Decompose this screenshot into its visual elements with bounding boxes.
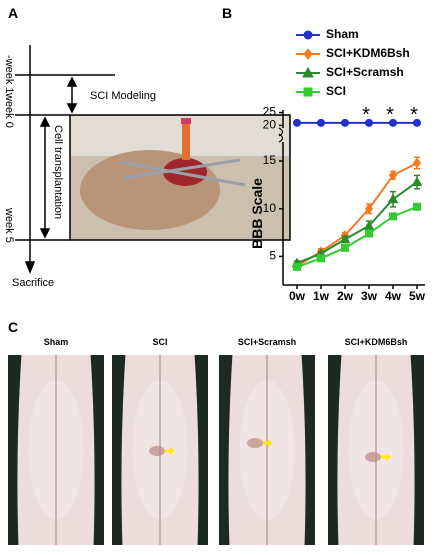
marker [388, 170, 398, 181]
series-line [296, 205, 418, 268]
axis-break [278, 133, 284, 143]
marker [317, 254, 325, 263]
indicator-arrow [165, 447, 175, 455]
timeline [15, 45, 115, 275]
week-label: week 5 [3, 207, 15, 243]
x-tick-label: 0w [289, 289, 306, 303]
marker [387, 193, 399, 204]
legend-label: SCI+KDM6Bsh [326, 46, 410, 60]
x-tick-label: 1w [313, 289, 330, 303]
marker [365, 118, 373, 127]
marker [413, 118, 421, 127]
marker [341, 243, 349, 252]
x-tick-label: 4w [385, 289, 402, 303]
week-label: week 0 [3, 92, 15, 128]
indicator-arrow [381, 453, 391, 461]
y-tick-label: 10 [263, 201, 277, 215]
lesion [247, 438, 263, 448]
x-tick-label: 5w [409, 289, 426, 303]
significance-mark: * [362, 104, 370, 126]
x-tick-label: 3w [361, 289, 378, 303]
legend-label: SCI+Scramsh [326, 65, 404, 79]
legend-label: Sham [326, 27, 359, 41]
image-label: Sham [44, 337, 69, 347]
panel-label: B [222, 5, 232, 21]
y-tick-label: 15 [263, 153, 277, 167]
marker [365, 229, 373, 238]
marker [341, 118, 349, 127]
cord-photos: Sham SCI SCI+Scramsh SCI+KDM6Bsh [8, 337, 424, 545]
y-tick-label: 25 [263, 105, 277, 119]
legend-marker [303, 48, 313, 60]
legend-marker [303, 30, 313, 40]
marker [363, 220, 375, 230]
marker [413, 202, 421, 211]
marker [389, 212, 397, 221]
y-tick-label: 5 [269, 249, 276, 263]
marker [364, 203, 374, 215]
panel-label: C [8, 319, 18, 335]
y-tick-label: 20 [263, 118, 277, 132]
legend-marker [302, 66, 314, 78]
indicator-arrow [263, 439, 273, 447]
marker [339, 233, 351, 244]
image-label: SCI [152, 337, 167, 347]
lesion [149, 446, 165, 456]
step-label: Sacrifice [12, 277, 54, 289]
marker [317, 118, 325, 127]
legend-label: SCI [326, 84, 346, 98]
y-axis-label: BBB Scale [249, 178, 265, 249]
image-label: SCI+KDM6Bsh [345, 337, 408, 347]
x-tick-label: 2w [337, 289, 354, 303]
lesion [365, 452, 381, 462]
marker [389, 118, 397, 127]
significance-mark: * [386, 104, 394, 126]
marker [293, 262, 301, 271]
step-label: Cell transplantation [52, 125, 64, 219]
significance-mark: * [410, 104, 418, 126]
week-label: -week 1 [3, 55, 15, 94]
image-label: SCI+Scramsh [238, 337, 296, 347]
step-label: SCI Modeling [90, 90, 156, 102]
marker [293, 118, 301, 127]
series-line [296, 162, 418, 267]
marker [412, 157, 422, 169]
panel-label: A [8, 5, 18, 21]
surgery-photo [69, 114, 291, 241]
marker [411, 176, 423, 187]
legend-marker [303, 87, 313, 97]
